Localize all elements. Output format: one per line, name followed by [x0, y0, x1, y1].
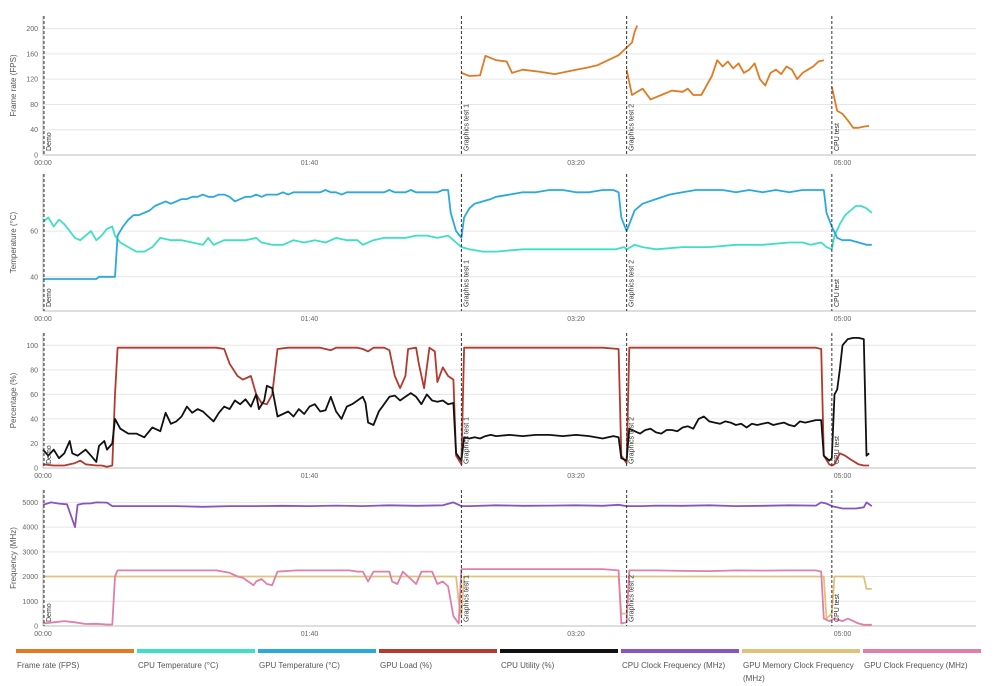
legend-swatch [137, 649, 255, 653]
marker-label: Demo [46, 603, 53, 622]
series-line-fps [830, 86, 870, 129]
series-line-cpu_temp [42, 205, 873, 253]
marker-label: Graphics test 1 [463, 575, 470, 622]
legend-label: Frame rate (FPS) [17, 661, 80, 670]
marker-label: Demo [46, 288, 53, 307]
y-axis-label: Frequency (MHz) [9, 527, 18, 589]
y-tick-label: 40 [30, 127, 38, 134]
chart-legend: Frame rate (FPS) CPU Temperature (°C) GPU … [16, 649, 984, 686]
panel-4: 0 1000 2000 3000 4000 5000 00:00 01:40 03:20 05:0… [9, 490, 976, 638]
series-line-gpu_mem_clock [43, 575, 872, 620]
legend-label: GPU Temperature (°C) [259, 661, 340, 670]
series-line-gpu_temp [43, 189, 872, 280]
y-tick-label: 40 [30, 274, 38, 281]
marker-label: Graphics test 2 [629, 260, 636, 307]
legend-swatch [379, 649, 497, 653]
y-axis-label: Percentage (%) [9, 372, 18, 428]
x-tick-label: 05:00 [834, 473, 852, 480]
y-tick-label: 1000 [22, 599, 38, 606]
series-line-fps [461, 25, 639, 77]
legend-swatch [742, 649, 860, 653]
legend-item-gpu_clock[interactable]: GPU Clock Frequency (MHz) [863, 649, 981, 672]
x-tick-label: 05:00 [834, 160, 852, 167]
series-line-cpu_clock [42, 501, 873, 528]
legend-label: GPU Memory Clock Frequency (MHz) [743, 661, 854, 683]
y-tick-label: 80 [30, 367, 38, 374]
x-tick-label: 05:00 [834, 316, 852, 323]
y-tick-label: 0 [34, 624, 38, 631]
y-tick-label: 4000 [22, 525, 38, 532]
y-tick-label: 2000 [22, 574, 38, 581]
x-tick-label: 03:20 [567, 473, 585, 480]
y-tick-label: 160 [26, 51, 38, 58]
y-axis-label: Frame rate (FPS) [9, 54, 18, 117]
y-tick-label: 5000 [22, 500, 38, 507]
y-axis-label: Temperature (°C) [9, 211, 18, 273]
marker-label: CPU test [834, 279, 841, 307]
y-tick-label: 3000 [22, 549, 38, 556]
panel-2: 40 60 00:00 01:40 03:20 05:00 Temperature (°C)… [9, 174, 976, 323]
marker-label: Graphics test 1 [463, 104, 470, 151]
legend-item-cpu_clock[interactable]: CPU Clock Frequency (MHz) [621, 649, 739, 672]
y-tick-label: 60 [30, 392, 38, 399]
legend-item-fps[interactable]: Frame rate (FPS) [16, 649, 134, 672]
marker-label: CPU test [834, 594, 841, 622]
y-tick-label: 0 [34, 466, 38, 473]
legend-item-gpu_load[interactable]: GPU Load (%) [379, 649, 497, 672]
marker-label: Graphics test 2 [629, 575, 636, 622]
marker-label: Demo [46, 132, 53, 151]
legend-label: CPU Temperature (°C) [138, 661, 219, 670]
x-tick-label: 01:40 [301, 473, 319, 480]
x-tick-label: 03:20 [567, 631, 585, 638]
marker-label: CPU test [834, 123, 841, 151]
legend-swatch [621, 649, 739, 653]
series-line-fps [625, 59, 825, 101]
legend-label: CPU Utility (%) [501, 661, 555, 670]
y-tick-label: 0 [34, 153, 38, 160]
panel-3: 0 20 40 60 80 100 00:00 01:40 03:20 05:00 Percenta… [9, 333, 976, 480]
legend-item-cpu_temp[interactable]: CPU Temperature (°C) [137, 649, 255, 672]
legend-item-gpu_temp[interactable]: GPU Temperature (°C) [258, 649, 376, 672]
x-tick-label: 05:00 [834, 631, 852, 638]
legend-label: CPU Clock Frequency (MHz) [622, 661, 726, 670]
legend-label: GPU Clock Frequency (MHz) [864, 661, 968, 670]
y-tick-label: 120 [26, 77, 38, 84]
series-line-gpu_clock [42, 568, 872, 626]
x-tick-label: 00:00 [34, 631, 52, 638]
series-line-cpu_util [42, 336, 870, 463]
marker-label: Graphics test 2 [629, 417, 636, 464]
y-tick-label: 200 [26, 26, 38, 33]
panel-1: 0 40 80 120 160 200 00:00 01:40 03:20 05:00 Frame … [9, 16, 976, 167]
legend-swatch [863, 649, 981, 653]
legend-item-gpu_mem_clock[interactable]: GPU Memory Clock Frequency (MHz) [742, 649, 860, 685]
legend-label: GPU Load (%) [380, 661, 433, 670]
legend-swatch [258, 649, 376, 653]
x-tick-label: 00:00 [34, 316, 52, 323]
marker-label: CPU test [834, 436, 841, 464]
x-tick-label: 01:40 [301, 631, 319, 638]
y-tick-label: 80 [30, 102, 38, 109]
legend-swatch [500, 649, 618, 653]
x-tick-label: 00:00 [34, 160, 52, 167]
x-tick-label: 03:20 [567, 160, 585, 167]
x-tick-label: 00:00 [34, 473, 52, 480]
legend-swatch [16, 649, 134, 653]
y-tick-label: 20 [30, 441, 38, 448]
x-tick-label: 01:40 [301, 160, 319, 167]
y-tick-label: 40 [30, 416, 38, 423]
marker-label: Graphics test 2 [629, 104, 636, 151]
y-tick-label: 100 [26, 343, 38, 350]
marker-label: Demo [46, 445, 53, 464]
x-tick-label: 01:40 [301, 316, 319, 323]
x-tick-label: 03:20 [567, 316, 585, 323]
marker-label: Graphics test 1 [463, 260, 470, 307]
series-line-gpu_load [42, 346, 870, 468]
y-tick-label: 60 [30, 229, 38, 236]
legend-item-cpu_util[interactable]: CPU Utility (%) [500, 649, 618, 672]
marker-label: Graphics test 1 [463, 417, 470, 464]
